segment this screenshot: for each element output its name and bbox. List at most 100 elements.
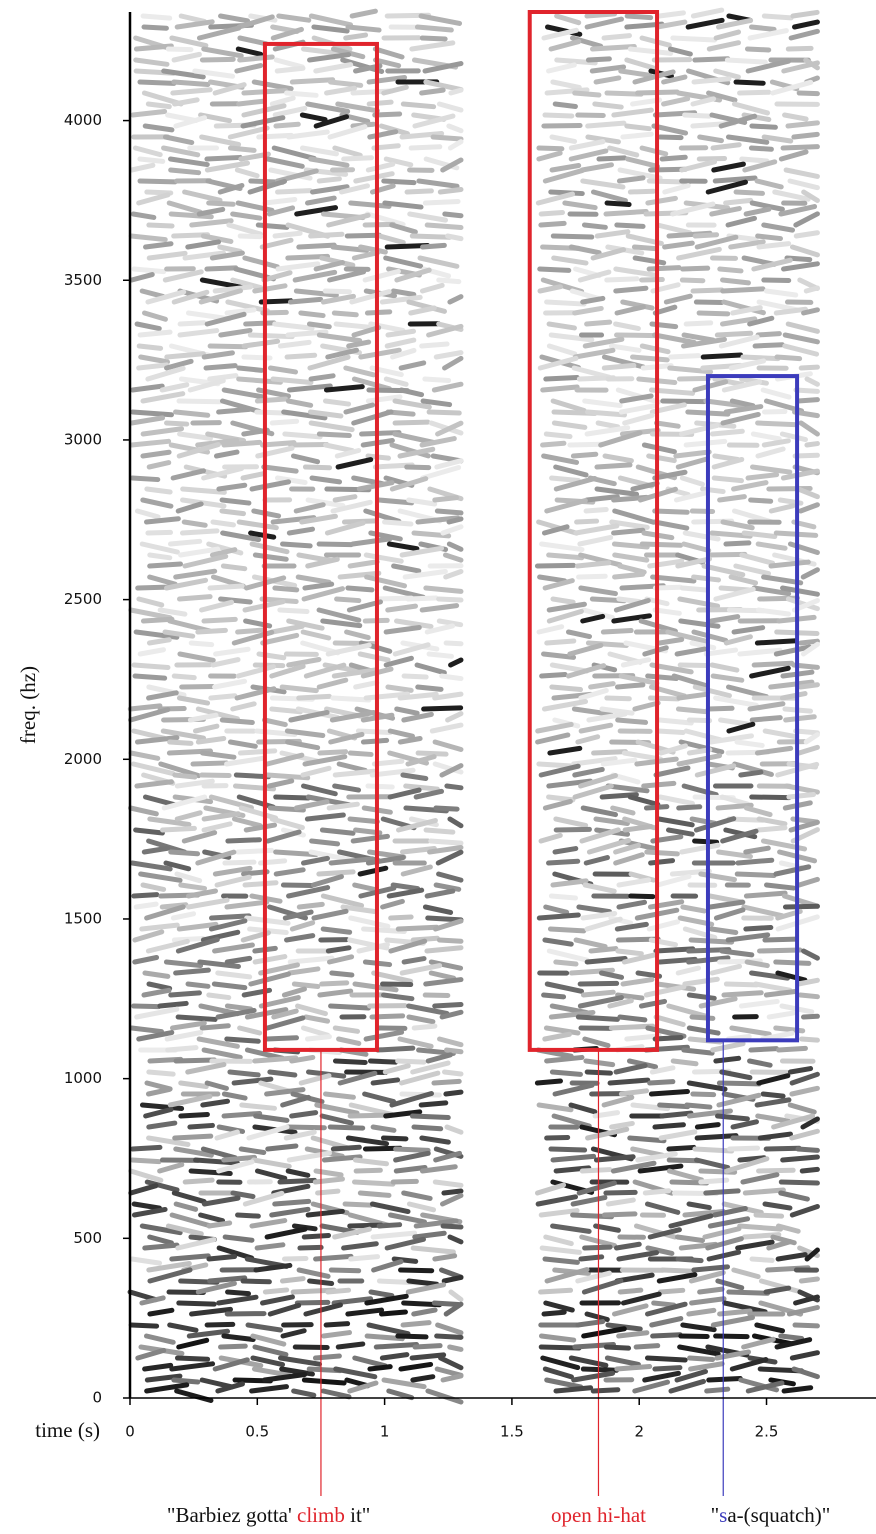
texture-stroke	[660, 398, 707, 405]
texture-stroke	[146, 690, 179, 701]
texture-stroke	[147, 574, 178, 587]
texture-stroke	[567, 441, 606, 448]
texture-stroke	[398, 360, 427, 371]
texture-stroke	[269, 663, 306, 679]
texture-stroke	[131, 1003, 162, 1010]
texture-stroke	[195, 1280, 237, 1295]
texture-stroke	[276, 13, 312, 23]
texture-stroke	[199, 134, 242, 147]
texture-stroke	[778, 149, 809, 162]
texture-stroke	[419, 603, 460, 613]
texture-stroke	[749, 794, 792, 801]
texture-stroke	[644, 1201, 681, 1215]
texture-stroke	[781, 1385, 814, 1394]
texture-stroke	[729, 1025, 772, 1037]
texture-stroke	[197, 959, 241, 969]
texture-stroke	[417, 255, 460, 269]
texture-stroke	[726, 684, 770, 700]
texture-stroke	[384, 1236, 427, 1251]
texture-stroke	[694, 1133, 739, 1141]
texture-stroke	[676, 375, 712, 382]
texture-stroke	[264, 752, 305, 767]
texture-stroke	[756, 299, 800, 313]
texture-stroke	[369, 1201, 411, 1215]
texture-stroke	[624, 57, 656, 71]
texture-stroke	[389, 222, 418, 235]
texture-stroke	[550, 398, 587, 413]
texture-stroke	[614, 921, 649, 932]
texture-stroke	[743, 890, 788, 899]
texture-stroke	[139, 922, 180, 932]
texture-stroke	[562, 200, 598, 211]
texture-stroke	[142, 1242, 180, 1251]
texture-stroke	[548, 1146, 588, 1153]
texture-stroke	[341, 1241, 379, 1251]
texture-stroke	[234, 686, 277, 701]
texture-stroke	[224, 1003, 254, 1012]
texture-stroke	[688, 1270, 726, 1284]
texture-stroke	[540, 1355, 581, 1371]
y-tick-label: 2500	[64, 590, 102, 608]
texture-stroke	[423, 79, 464, 93]
texture-stroke	[448, 87, 464, 96]
texture-stroke	[652, 332, 697, 346]
texture-stroke	[277, 1177, 318, 1185]
texture-stroke	[365, 394, 403, 404]
texture-stroke	[444, 1047, 464, 1055]
texture-stroke	[553, 816, 589, 828]
texture-stroke	[171, 289, 210, 305]
texture-stroke	[657, 794, 695, 806]
texture-stroke	[724, 57, 768, 65]
texture-stroke	[575, 734, 601, 745]
texture-stroke	[542, 937, 574, 947]
texture-stroke	[320, 618, 363, 629]
texture-stroke	[207, 583, 245, 591]
texture-stroke	[635, 1151, 678, 1163]
texture-stroke	[704, 1386, 731, 1394]
texture-stroke	[192, 723, 220, 734]
texture-stroke	[328, 856, 375, 866]
texture-stroke	[249, 479, 292, 492]
texture-stroke	[568, 1102, 598, 1115]
texture-stroke	[681, 1047, 715, 1056]
texture-stroke	[679, 159, 718, 173]
texture-stroke	[219, 717, 255, 725]
texture-stroke	[147, 552, 173, 561]
texture-stroke	[753, 981, 793, 993]
texture-stroke	[692, 838, 720, 845]
texture-stroke	[793, 230, 820, 239]
texture-stroke	[589, 64, 627, 74]
texture-stroke	[413, 1218, 459, 1229]
texture-stroke	[186, 888, 219, 899]
texture-stroke	[310, 184, 350, 195]
texture-stroke	[779, 431, 808, 443]
texture-stroke	[206, 200, 236, 207]
texture-stroke	[716, 1092, 762, 1108]
texture-stroke	[421, 705, 464, 712]
texture-stroke	[653, 765, 691, 778]
texture-stroke	[200, 233, 234, 244]
texture-stroke	[266, 778, 295, 789]
texture-stroke	[439, 1193, 464, 1207]
texture-stroke	[164, 577, 209, 591]
texture-stroke	[580, 989, 616, 998]
texture-stroke	[690, 96, 717, 107]
texture-stroke	[622, 412, 655, 426]
texture-stroke	[412, 113, 456, 129]
texture-stroke	[163, 959, 204, 969]
texture-stroke	[353, 171, 395, 184]
texture-stroke	[248, 971, 291, 987]
texture-stroke	[713, 68, 741, 80]
texture-stroke	[212, 284, 254, 294]
texture-stroke	[796, 876, 820, 888]
texture-stroke	[715, 1278, 745, 1291]
texture-stroke	[649, 1316, 684, 1328]
texture-stroke	[407, 211, 449, 223]
texture-stroke	[776, 1045, 808, 1053]
texture-stroke	[652, 469, 688, 481]
texture-stroke	[645, 1245, 675, 1256]
texture-stroke	[630, 354, 670, 363]
texture-stroke	[698, 1177, 730, 1185]
texture-stroke	[447, 816, 464, 829]
texture-stroke	[242, 880, 279, 888]
